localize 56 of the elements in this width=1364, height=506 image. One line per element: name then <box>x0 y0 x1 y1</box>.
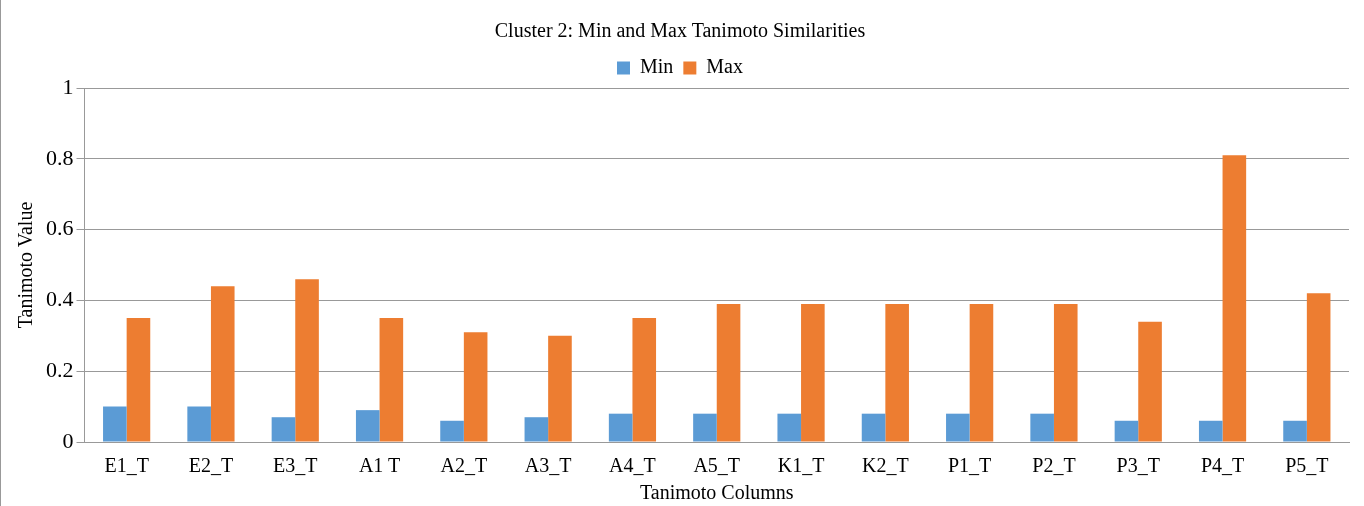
bar <box>1030 413 1054 442</box>
bar <box>632 318 657 442</box>
y-tick-label: 0 <box>62 427 74 453</box>
bar <box>355 410 380 442</box>
x-tick-label: A2_T <box>440 454 488 477</box>
bar <box>1053 303 1078 442</box>
x-tick-label: P4_T <box>1200 454 1245 477</box>
x-tick-label: E3_T <box>273 454 318 477</box>
bar <box>693 413 717 442</box>
bar <box>777 413 802 442</box>
bar <box>440 420 464 442</box>
x-tick-label: A4_T <box>609 454 656 477</box>
bar <box>801 303 825 442</box>
x-tick-label: A3_T <box>524 454 572 477</box>
bar <box>271 417 296 442</box>
bar <box>1198 420 1223 442</box>
chart-title: Cluster 2: Min and Max Tanimoto Similarities <box>494 19 866 42</box>
legend-label: Max <box>706 55 744 78</box>
y-tick-label: 0.2 <box>46 356 74 382</box>
bar <box>861 413 886 442</box>
x-tick-label: P2_T <box>1032 454 1076 477</box>
x-tick-label: K2_T <box>862 454 909 477</box>
legend-label: Min <box>640 55 674 78</box>
bar <box>716 303 741 442</box>
bar <box>1306 293 1331 442</box>
x-tick-label: K1_T <box>777 454 825 477</box>
y-tick-label: 0.6 <box>46 215 74 241</box>
bar <box>103 406 127 442</box>
bar <box>463 332 488 442</box>
bar <box>946 413 970 442</box>
x-tick-label: E1_T <box>104 454 149 477</box>
x-tick-label: A5_T <box>693 454 741 477</box>
bar <box>548 335 572 442</box>
x-tick-label: P5_T <box>1285 454 1329 477</box>
bar <box>1222 155 1247 442</box>
x-tick-label: P3_T <box>1116 454 1160 477</box>
bar <box>210 286 235 442</box>
x-tick-label: E2_T <box>188 454 234 477</box>
bar <box>126 318 151 442</box>
bar <box>1114 420 1139 442</box>
bar <box>379 318 404 442</box>
y-tick-label: 0.4 <box>46 286 74 312</box>
bar <box>187 406 211 442</box>
x-axis-title: Tanimoto Columns <box>639 481 794 504</box>
bar <box>524 417 549 442</box>
bar <box>885 303 909 442</box>
x-tick-label: A1 T <box>358 454 401 477</box>
y-tick-label: 0.8 <box>46 144 74 170</box>
y-axis-title: Tanimoto Value <box>14 201 37 329</box>
bar <box>608 413 633 442</box>
x-tick-label: P1_T <box>947 454 992 477</box>
bar <box>969 303 994 442</box>
y-tick-label: 1 <box>62 73 74 99</box>
bar <box>1138 321 1162 442</box>
bar <box>295 279 319 442</box>
bar <box>1283 420 1307 442</box>
